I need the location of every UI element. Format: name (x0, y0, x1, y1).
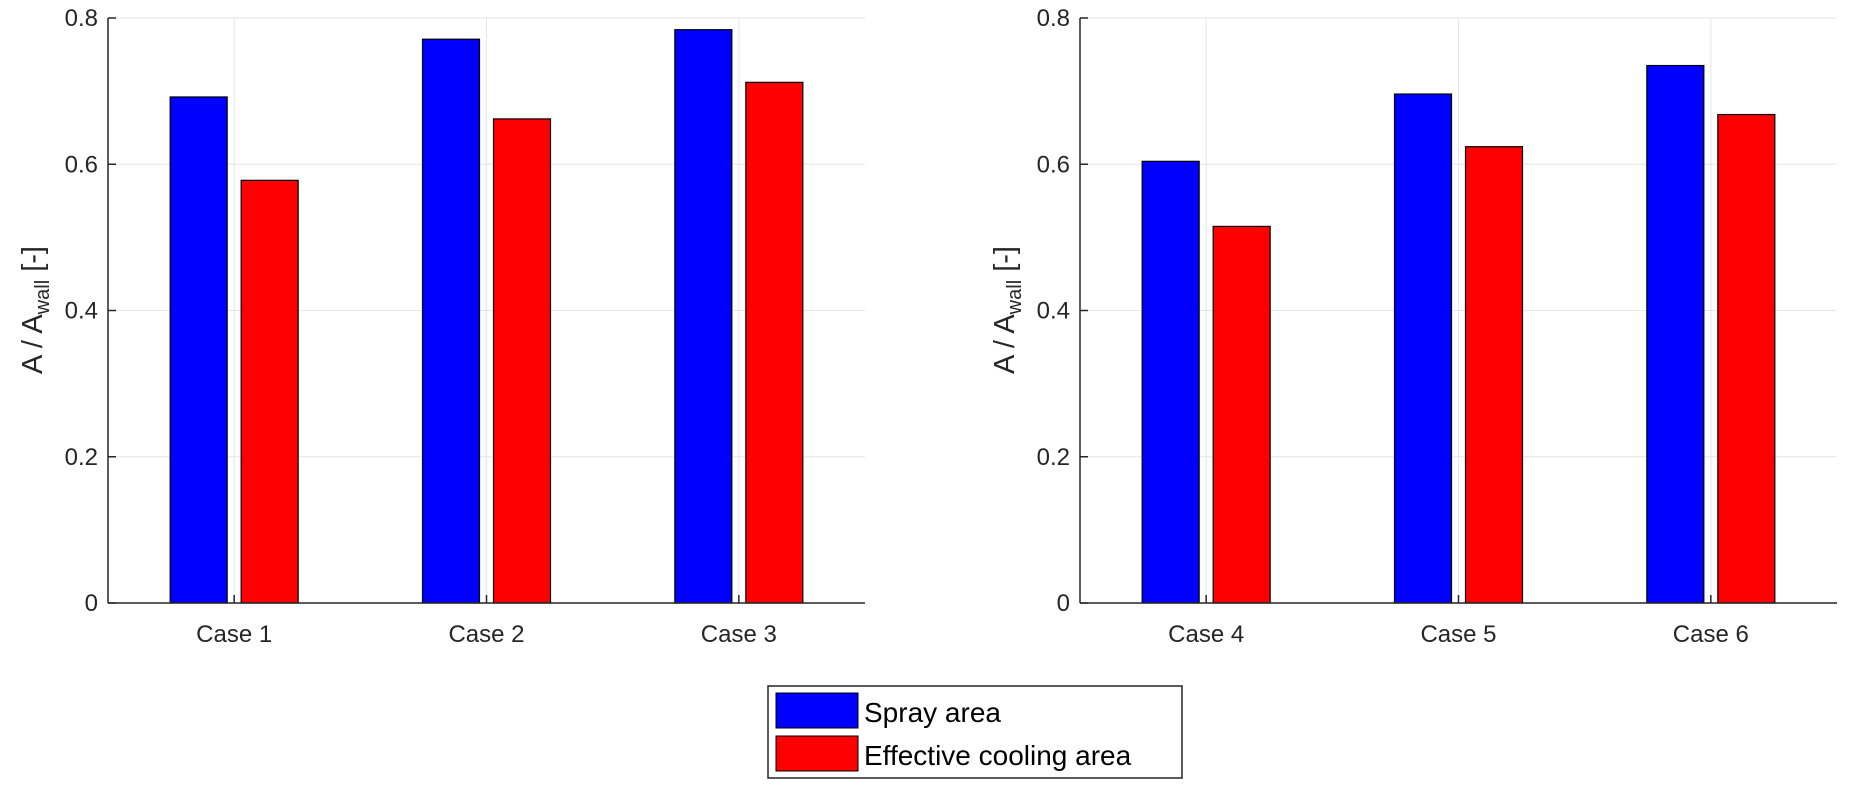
x-tick-label: Case 4 (1168, 621, 1244, 648)
right-chart-panel: 0 0.2 0.4 0.6 0.8 Case 4 Case 5 Case 6 A / Awall… (989, 5, 1837, 648)
y-axis-label-subscript: wall (32, 280, 54, 315)
bar-spray-case-3 (674, 29, 733, 604)
bar-spray-case-5 (1393, 93, 1453, 604)
y-axis-label-unit: [-] (17, 246, 49, 280)
legend-label-cooling: Effective cooling area (864, 740, 1132, 771)
bar-spray-case-6 (1646, 64, 1705, 604)
bar-cooling-case-3 (745, 81, 804, 604)
y-tick-label: 0.6 (1037, 151, 1070, 178)
x-tick-label: Case 5 (1420, 621, 1496, 648)
bar-cooling-case-5 (1464, 146, 1524, 604)
bar-spray-case-1 (169, 96, 228, 604)
legend-swatch-cooling (775, 735, 859, 772)
y-tick-label: 0.8 (1037, 5, 1070, 32)
y-tick-label: 0.4 (65, 298, 98, 325)
y-tick-label: 0.8 (65, 5, 98, 32)
bar-cooling-case-6 (1717, 113, 1776, 604)
legend-swatch-spray (775, 692, 859, 729)
legend-label-spray: Spray area (864, 697, 1001, 728)
bar-cooling-case-2 (492, 118, 552, 604)
y-tick-label: 0.2 (65, 444, 98, 471)
legend: Spray area Effective cooling area (767, 685, 1183, 779)
bar-cooling-case-4 (1212, 225, 1271, 604)
y-axis-label: A / Awall [-] (989, 246, 1026, 374)
y-tick-label: 0.4 (1037, 298, 1070, 325)
y-axis-label-main: A / A (17, 314, 49, 374)
left-chart-panel: 0 0.2 0.4 0.6 0.8 Case 1 Case 2 Case 3 A / Awall… (17, 5, 865, 648)
y-tick-label: 0.6 (65, 151, 98, 178)
bar-spray-case-2 (421, 38, 481, 604)
bar-spray-case-4 (1141, 160, 1200, 604)
x-tick-label: Case 2 (448, 621, 524, 648)
bar-cooling-case-1 (240, 179, 299, 604)
y-axis-label-subscript: wall (1004, 280, 1026, 315)
y-tick-label: 0.2 (1037, 444, 1070, 471)
x-tick-label: Case 3 (701, 621, 777, 648)
y-axis-label-unit: [-] (989, 246, 1021, 280)
y-axis-label: A / Awall [-] (17, 246, 54, 374)
x-tick-label: Case 1 (196, 621, 272, 648)
x-tick-label: Case 6 (1673, 621, 1749, 648)
y-tick-label: 0 (1057, 590, 1070, 617)
y-axis-label-main: A / A (989, 314, 1021, 374)
y-tick-label: 0 (85, 590, 98, 617)
